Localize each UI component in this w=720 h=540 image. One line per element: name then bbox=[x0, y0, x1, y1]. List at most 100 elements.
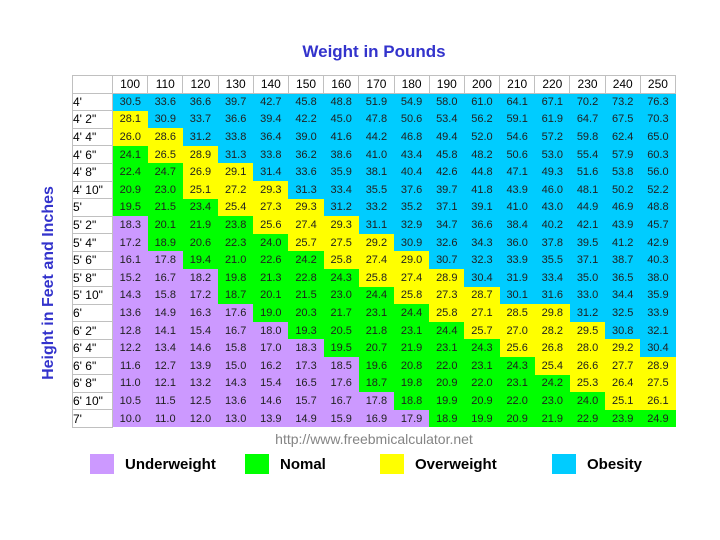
bmi-cell: 42.2 bbox=[288, 110, 324, 129]
bmi-cell: 25.8 bbox=[323, 251, 359, 270]
bmi-cell: 47.8 bbox=[358, 110, 394, 129]
column-header: 170 bbox=[358, 75, 395, 94]
bmi-cell: 19.4 bbox=[182, 251, 219, 270]
bmi-cell: 33.2 bbox=[358, 198, 394, 217]
row-label: 5' 10" bbox=[72, 286, 113, 305]
column-header: 250 bbox=[639, 75, 677, 94]
column-header: 220 bbox=[534, 75, 571, 94]
bmi-cell: 18.5 bbox=[323, 357, 359, 375]
bmi-cell: 43.0 bbox=[534, 198, 570, 217]
bmi-cell: 39.4 bbox=[253, 110, 289, 129]
bmi-cell: 16.2 bbox=[253, 357, 289, 375]
bmi-cell: 28.5 bbox=[499, 304, 535, 322]
bmi-cell: 29.3 bbox=[253, 181, 289, 199]
bmi-cell: 36.0 bbox=[499, 233, 535, 252]
bmi-cell: 46.9 bbox=[605, 198, 641, 217]
bmi-cell: 40.2 bbox=[534, 216, 570, 234]
row-label: 5' 4" bbox=[72, 233, 113, 252]
bmi-cell: 34.7 bbox=[429, 216, 465, 234]
bmi-cell: 18.9 bbox=[147, 233, 183, 252]
bmi-cell: 35.0 bbox=[569, 269, 606, 287]
bmi-cell: 27.3 bbox=[429, 286, 465, 305]
bmi-cell: 22.3 bbox=[218, 233, 254, 252]
corner-cell bbox=[72, 75, 113, 94]
bmi-cell: 45.0 bbox=[323, 110, 359, 129]
column-header: 150 bbox=[287, 75, 325, 94]
bmi-cell: 41.6 bbox=[323, 128, 359, 146]
bmi-cell: 31.4 bbox=[253, 163, 289, 182]
bmi-cell: 33.9 bbox=[640, 304, 676, 322]
bmi-cell: 29.1 bbox=[218, 163, 254, 182]
bmi-cell: 25.7 bbox=[288, 233, 324, 252]
legend-swatch-nomal bbox=[245, 454, 269, 474]
bmi-cell: 44.2 bbox=[358, 128, 394, 146]
bmi-cell: 51.6 bbox=[569, 163, 606, 182]
bmi-cell: 37.1 bbox=[569, 251, 606, 270]
bmi-cell: 17.2 bbox=[182, 286, 219, 305]
bmi-cell: 42.7 bbox=[253, 93, 289, 111]
table-row: 6' 4" 12.2 13.4 14.6 15.8 17.0 18.3 19.5 20.7 21.… bbox=[72, 338, 676, 358]
bmi-cell: 31.2 bbox=[182, 128, 219, 146]
column-header: 130 bbox=[217, 75, 254, 94]
bmi-cell: 30.4 bbox=[640, 339, 676, 357]
bmi-cell: 14.3 bbox=[112, 286, 148, 305]
bmi-cell: 28.9 bbox=[640, 357, 676, 375]
bmi-cell: 15.9 bbox=[323, 409, 359, 428]
bmi-cell: 28.2 bbox=[534, 321, 570, 340]
row-label: 4' 10" bbox=[72, 180, 113, 200]
bmi-cell: 16.7 bbox=[323, 392, 359, 410]
bmi-cell: 18.0 bbox=[253, 321, 289, 340]
bmi-cell: 39.1 bbox=[464, 198, 500, 217]
bmi-cell: 29.3 bbox=[323, 216, 359, 234]
bmi-cell: 14.6 bbox=[253, 392, 289, 410]
bmi-cell: 17.6 bbox=[218, 304, 254, 322]
bmi-cell: 20.9 bbox=[112, 181, 148, 199]
bmi-cell: 20.6 bbox=[182, 233, 219, 252]
table-row: 6' 2" 12.8 14.1 15.4 16.7 18.0 19.3 20.5 21.8 23.… bbox=[72, 321, 676, 340]
table-row: 6' 6" 11.6 12.7 13.9 15.0 16.2 17.3 18.5 19.6 20.… bbox=[72, 356, 676, 376]
bmi-cell: 42.6 bbox=[429, 163, 465, 182]
table-row: 5' 19.5 21.5 23.4 25.4 27.3 29.3 31.2 33.2 35.2 37… bbox=[72, 198, 676, 217]
bmi-cell: 54.9 bbox=[394, 93, 430, 111]
bmi-cell: 41.0 bbox=[499, 198, 535, 217]
bmi-cell: 20.7 bbox=[358, 339, 394, 357]
bmi-cell: 24.2 bbox=[534, 374, 570, 393]
bmi-cell: 19.9 bbox=[464, 409, 500, 428]
bmi-cell: 60.3 bbox=[640, 145, 676, 164]
bmi-cell: 28.0 bbox=[569, 339, 606, 357]
bmi-cell: 27.5 bbox=[640, 374, 676, 393]
bmi-cell: 30.9 bbox=[394, 233, 430, 252]
bmi-table-body: 4' 30.5 33.6 36.6 39.7 42.7 45.8 48.8 51.9 54.9 58… bbox=[72, 92, 676, 428]
table-row: 5' 2" 18.3 20.1 21.9 23.8 25.6 27.4 29.3 31.1 32.… bbox=[72, 215, 676, 235]
table-row: 4' 8" 22.4 24.7 26.9 29.1 31.4 33.6 35.9 38.1 40.… bbox=[72, 162, 676, 182]
bmi-cell: 26.1 bbox=[640, 392, 676, 410]
column-header: 230 bbox=[569, 75, 606, 94]
bmi-cell: 35.9 bbox=[640, 286, 676, 305]
bmi-cell: 27.1 bbox=[464, 304, 500, 322]
legend-label: Nomal bbox=[280, 455, 326, 473]
bmi-cell: 15.8 bbox=[218, 339, 254, 357]
bmi-cell: 40.3 bbox=[640, 251, 676, 270]
bmi-cell: 28.1 bbox=[112, 110, 148, 129]
bmi-cell: 61.0 bbox=[464, 93, 500, 111]
bmi-cell: 11.5 bbox=[147, 392, 183, 410]
bmi-cell: 17.6 bbox=[323, 374, 359, 393]
bmi-cell: 26.0 bbox=[112, 128, 148, 146]
bmi-cell: 53.4 bbox=[429, 110, 465, 129]
bmi-cell: 39.0 bbox=[288, 128, 324, 146]
bmi-cell: 30.5 bbox=[112, 93, 148, 111]
bmi-cell: 16.7 bbox=[218, 321, 254, 340]
bmi-cell: 36.6 bbox=[182, 93, 219, 111]
bmi-cell: 23.1 bbox=[358, 304, 394, 322]
bmi-cell: 36.6 bbox=[218, 110, 254, 129]
bmi-cell: 35.5 bbox=[534, 251, 570, 270]
bmi-cell: 30.7 bbox=[429, 251, 465, 270]
bmi-cell: 27.4 bbox=[288, 216, 324, 234]
bmi-cell: 25.4 bbox=[534, 357, 570, 375]
bmi-cell: 25.4 bbox=[218, 198, 254, 217]
bmi-cell: 17.8 bbox=[147, 251, 183, 270]
bmi-cell: 13.0 bbox=[218, 409, 254, 428]
bmi-cell: 23.4 bbox=[182, 198, 219, 217]
legend-item: Obesity bbox=[552, 453, 642, 475]
